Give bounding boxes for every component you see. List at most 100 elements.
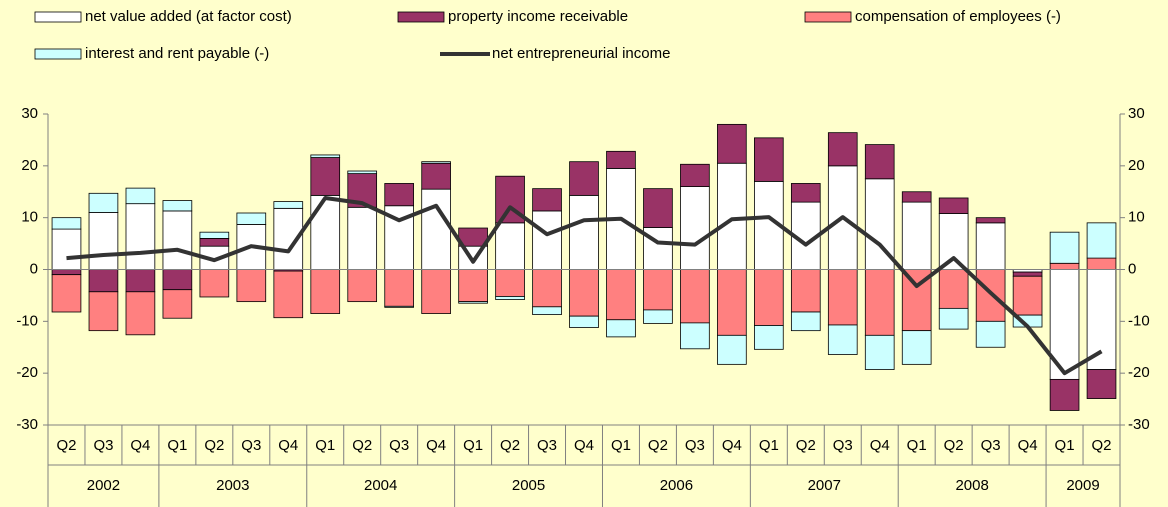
y-tick-label: 0 xyxy=(30,260,38,277)
x-tick-label: Q2 xyxy=(796,437,816,454)
x-tick-label: Q2 xyxy=(648,437,668,454)
y-tick-label: -30 xyxy=(16,416,38,433)
y2-tick-label: -30 xyxy=(1128,416,1150,433)
x-tick-label: Q4 xyxy=(278,437,298,454)
bar-segment xyxy=(125,269,156,293)
legend-label: property income receivable xyxy=(448,8,628,25)
bar-segment xyxy=(569,269,599,317)
x-tick-label: Q3 xyxy=(537,437,557,454)
bar-segment xyxy=(162,210,193,270)
bar-segment xyxy=(901,191,932,203)
bar-segment xyxy=(125,291,156,336)
bar-segment xyxy=(790,183,821,203)
bar-segment xyxy=(864,334,895,370)
bar-segment xyxy=(680,163,710,187)
bar-segment xyxy=(569,161,599,196)
bar-segment xyxy=(901,201,932,270)
bar-segment xyxy=(199,269,230,298)
bar-segment xyxy=(532,269,562,308)
bar-segment xyxy=(125,187,156,205)
bar-segment xyxy=(569,194,599,270)
x-tick-label: Q2 xyxy=(500,437,520,454)
bar-segment xyxy=(236,212,267,225)
year-label: 2005 xyxy=(512,477,545,494)
x-tick-label: Q4 xyxy=(574,437,594,454)
x-tick-label: Q3 xyxy=(833,437,853,454)
legend-label: compensation of employees (-) xyxy=(855,8,1061,25)
bar-segment xyxy=(88,269,119,293)
bar-segment xyxy=(310,157,341,196)
legend-label: interest and rent payable (-) xyxy=(85,45,269,62)
bar-segment xyxy=(864,144,895,180)
x-tick-label: Q1 xyxy=(463,437,483,454)
bar-segment xyxy=(680,186,710,270)
bar-segment xyxy=(273,201,304,209)
bar-segment xyxy=(88,192,119,213)
line-series xyxy=(66,195,1103,376)
bar-segment xyxy=(754,325,784,350)
bar-segment xyxy=(717,269,747,336)
bar-segment xyxy=(790,269,821,313)
bar-segment xyxy=(458,301,488,304)
y-tick-label: -20 xyxy=(16,364,38,381)
bar-segment xyxy=(938,197,969,214)
bar-segment xyxy=(310,154,341,158)
bar-segment xyxy=(88,212,119,270)
bar-segment xyxy=(901,330,932,365)
bar-segment xyxy=(421,188,451,270)
bar-segment xyxy=(1049,231,1080,264)
y-tick-label: 20 xyxy=(21,157,38,174)
y2-tick-label: 0 xyxy=(1128,260,1136,277)
x-tick-label: Q4 xyxy=(426,437,446,454)
bar-segment xyxy=(384,183,414,207)
bar-segment xyxy=(236,269,267,303)
bar-segment xyxy=(717,123,747,164)
bar-segment xyxy=(88,291,119,332)
x-tick-label: Q1 xyxy=(759,437,779,454)
y2-tick-label: -10 xyxy=(1128,312,1150,329)
year-label: 2008 xyxy=(955,477,988,494)
bar-segment xyxy=(532,306,562,315)
bar-segment xyxy=(51,228,82,270)
bar-segment xyxy=(532,188,562,212)
year-label: 2006 xyxy=(660,477,693,494)
bar-segment xyxy=(643,309,673,324)
x-tick-label: Q2 xyxy=(1092,437,1112,454)
x-tick-label: Q1 xyxy=(907,437,927,454)
bar-segment xyxy=(606,269,636,321)
bar-segment xyxy=(643,269,673,311)
legend-label: net entrepreneurial income xyxy=(492,45,670,62)
bar-segment xyxy=(975,217,1006,224)
bar-segment xyxy=(938,307,969,330)
bar-segment xyxy=(199,237,230,247)
bar-segment xyxy=(827,324,858,355)
y-tick-label: 10 xyxy=(21,209,38,226)
bar-segment xyxy=(1049,262,1080,270)
legend-swatch xyxy=(397,11,445,23)
bar-segment xyxy=(864,269,895,336)
bar-segment xyxy=(495,269,525,297)
legend-swatch xyxy=(804,11,852,23)
x-tick-label: Q4 xyxy=(1018,437,1038,454)
bar-segment xyxy=(1012,271,1043,277)
bar-segment xyxy=(273,270,304,319)
bar-segment xyxy=(125,203,156,270)
bar-segment xyxy=(495,296,525,300)
year-label: 2007 xyxy=(808,477,841,494)
bar-segment xyxy=(199,231,230,239)
y2-tick-label: -20 xyxy=(1128,364,1150,381)
bar-segment xyxy=(827,269,858,326)
bar-segment xyxy=(532,210,562,270)
y-tick-label: 30 xyxy=(21,105,38,122)
x-tick-label: Q2 xyxy=(56,437,76,454)
bar-segment xyxy=(680,322,710,350)
x-tick-label: Q1 xyxy=(1055,437,1075,454)
bar-segment xyxy=(606,150,636,169)
year-label: 2009 xyxy=(1066,477,1099,494)
y2-tick-label: 30 xyxy=(1128,105,1145,122)
bar-segment xyxy=(975,320,1006,348)
x-tick-label: Q3 xyxy=(241,437,261,454)
x-tick-label: Q1 xyxy=(611,437,631,454)
legend-label: net value added (at factor cost) xyxy=(85,8,292,25)
